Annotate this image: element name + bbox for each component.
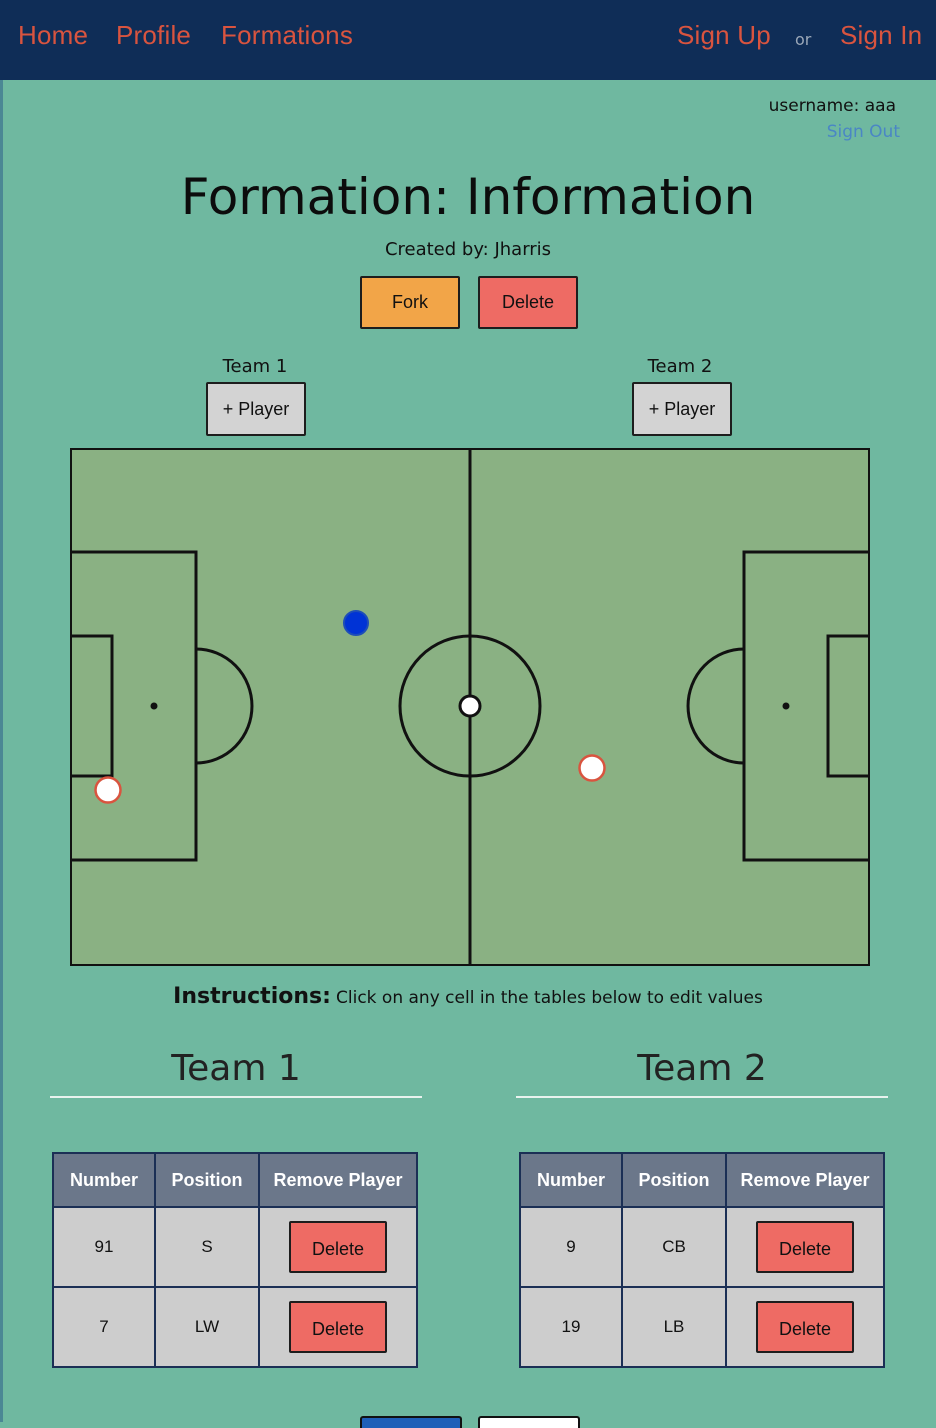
table-row: 91 S Delete (52, 1206, 418, 1288)
position-cell[interactable]: CB (621, 1206, 727, 1288)
column-header-position: Position (154, 1152, 260, 1208)
remove-cell: Delete (258, 1206, 418, 1288)
instructions-label: Instructions: (173, 984, 331, 1009)
number-cell[interactable]: 91 (52, 1206, 156, 1288)
ball-marker[interactable] (458, 694, 482, 718)
nav-profile-link[interactable]: Profile (116, 20, 192, 50)
left-penalty-arc (195, 647, 254, 765)
column-header-remove: Remove Player (258, 1152, 418, 1208)
remove-cell: Delete (258, 1286, 418, 1368)
top-navbar: Home Profile Formations Sign Up or Sign … (0, 0, 936, 80)
instructions: Instructions: Click on any cell in the t… (0, 984, 936, 1009)
delete-player-button[interactable]: Delete (289, 1221, 387, 1273)
position-cell[interactable]: LB (621, 1286, 727, 1368)
right-penalty-spot (782, 702, 790, 710)
team1-add-player-button[interactable]: + Player (206, 382, 306, 436)
delete-player-button[interactable]: Delete (756, 1301, 854, 1353)
table-row: 7 LW Delete (52, 1286, 418, 1368)
team2-player-token[interactable] (94, 776, 122, 804)
window-edge-strip (0, 80, 3, 1422)
team2-heading-rule (516, 1096, 888, 1098)
bottom-button-partial[interactable] (360, 1416, 462, 1428)
column-header-number: Number (519, 1152, 623, 1208)
sign-out-link[interactable]: Sign Out (826, 122, 900, 142)
remove-cell: Delete (725, 1206, 885, 1288)
nav-signin-link[interactable]: Sign In (840, 20, 923, 50)
team2-player-token[interactable] (578, 754, 606, 782)
delete-formation-button[interactable]: Delete (478, 276, 578, 329)
page-title: Formation: Information (180, 168, 756, 226)
column-header-remove: Remove Player (725, 1152, 885, 1208)
team1-heading: Team 1 (171, 1048, 301, 1089)
created-by-text: Created by: Jharris (384, 239, 552, 260)
left-penalty-area (70, 550, 198, 862)
left-goal-area (70, 634, 114, 778)
team2-label: Team 2 (647, 356, 713, 377)
table-row: 19 LB Delete (519, 1286, 885, 1368)
username-label: username: aaa (768, 96, 896, 116)
team2-heading: Team 2 (637, 1048, 767, 1089)
number-cell[interactable]: 9 (519, 1206, 623, 1288)
right-penalty-arc (686, 647, 745, 765)
table-row: 9 CB Delete (519, 1206, 885, 1288)
number-cell[interactable]: 7 (52, 1286, 156, 1368)
number-cell[interactable]: 19 (519, 1286, 623, 1368)
soccer-field[interactable] (70, 448, 870, 966)
nav-signup-link[interactable]: Sign Up (677, 20, 771, 50)
delete-player-button[interactable]: Delete (756, 1221, 854, 1273)
position-cell[interactable]: S (154, 1206, 260, 1288)
right-penalty-area (742, 550, 870, 862)
fork-button[interactable]: Fork (360, 276, 460, 329)
instructions-text: Click on any cell in the tables below to… (336, 988, 763, 1008)
delete-player-button[interactable]: Delete (289, 1301, 387, 1353)
column-header-position: Position (621, 1152, 727, 1208)
left-penalty-spot (150, 702, 158, 710)
team1-table: Number Position Remove Player 91 S Delet… (52, 1152, 418, 1368)
nav-home-link[interactable]: Home (18, 20, 89, 50)
position-cell[interactable]: LW (154, 1286, 260, 1368)
team1-label: Team 1 (222, 356, 288, 377)
center-circle (398, 634, 542, 778)
right-goal-area (826, 634, 870, 778)
nav-or-text: or (795, 30, 812, 49)
remove-cell: Delete (725, 1286, 885, 1368)
bottom-button-partial[interactable] (478, 1416, 580, 1428)
team1-heading-rule (50, 1096, 422, 1098)
team1-player-token[interactable] (343, 610, 369, 636)
column-header-number: Number (52, 1152, 156, 1208)
nav-formations-link[interactable]: Formations (221, 20, 354, 50)
team2-add-player-button[interactable]: + Player (632, 382, 732, 436)
team2-table: Number Position Remove Player 9 CB Delet… (519, 1152, 885, 1368)
